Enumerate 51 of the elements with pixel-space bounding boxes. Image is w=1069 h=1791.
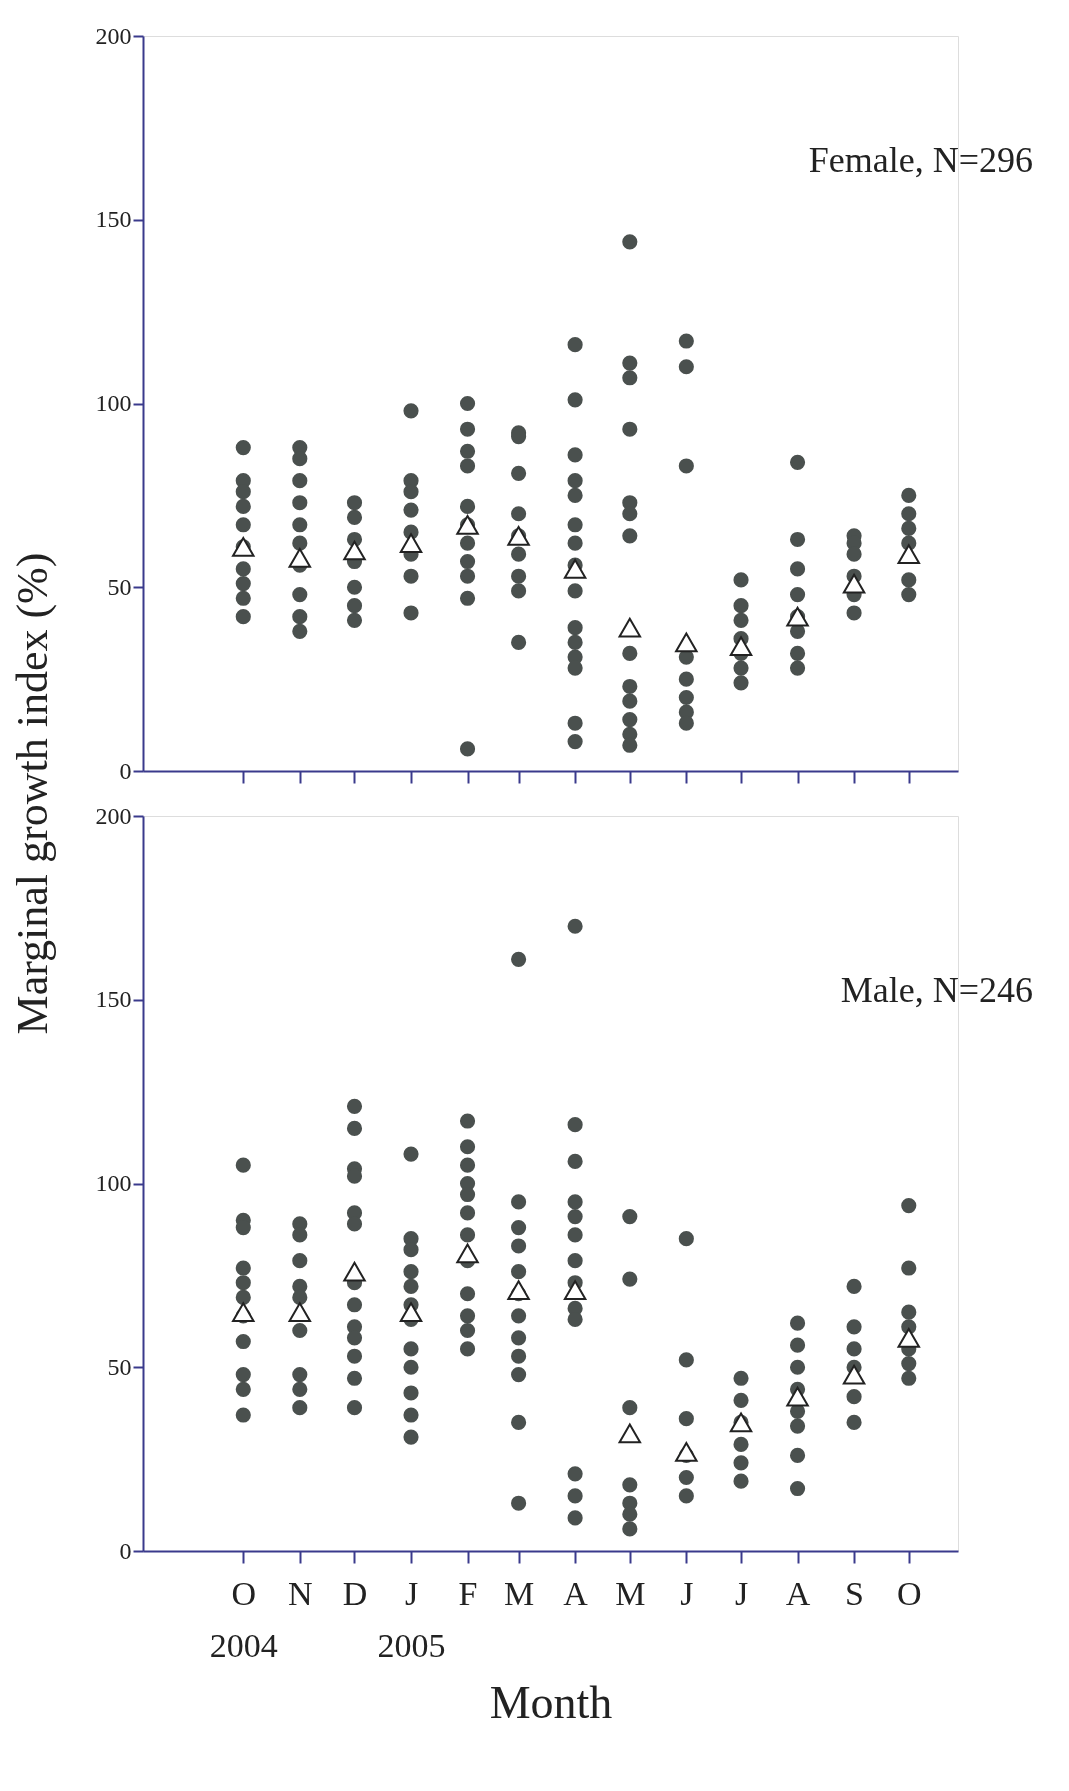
x-tick-label: O 2004 xyxy=(209,1574,278,1664)
point xyxy=(897,544,921,565)
point xyxy=(399,533,423,554)
point xyxy=(675,1441,698,1462)
x-tick-label: F xyxy=(458,1574,478,1612)
annotation: Female, N=296 xyxy=(808,140,1033,180)
point xyxy=(288,1302,312,1322)
x-tick-label: J xyxy=(680,1574,694,1612)
point xyxy=(563,559,587,579)
point xyxy=(729,636,753,656)
x-tick-label: J 2005 xyxy=(377,1574,446,1664)
y-tick-label: 200 xyxy=(95,22,132,49)
x-tick-label: J xyxy=(734,1574,749,1612)
point xyxy=(842,573,866,594)
y-tick-label: 100 xyxy=(95,1170,132,1196)
y-tick-label: 50 xyxy=(107,573,132,600)
x-tick-label: M xyxy=(503,1574,535,1612)
y-axis-title: Marginal growth index (%) xyxy=(7,552,57,1035)
x-tick-label: A xyxy=(563,1574,589,1612)
point xyxy=(343,1261,366,1282)
y-tick-label: 0 xyxy=(119,757,132,784)
point xyxy=(563,1280,587,1300)
y-tick-label: 200 xyxy=(95,802,132,829)
x-tick-label: M xyxy=(615,1574,646,1612)
point xyxy=(729,1412,753,1433)
x-tick-label: O xyxy=(896,1574,922,1612)
y-tick-label: 100 xyxy=(95,390,132,416)
point xyxy=(232,1302,255,1322)
point xyxy=(399,1302,423,1322)
y-tick-label: 50 xyxy=(107,1353,132,1380)
point xyxy=(232,536,255,557)
x-tick-label: D xyxy=(342,1574,368,1612)
point xyxy=(618,1423,642,1444)
y-tick-label: 0 xyxy=(119,1537,132,1564)
point xyxy=(507,1280,530,1300)
point xyxy=(507,525,530,546)
x-axis-title: Month xyxy=(489,1676,613,1728)
x-tick-label: S xyxy=(845,1574,865,1612)
x-tick-label: A xyxy=(785,1574,811,1612)
annotation: Male, N=246 xyxy=(840,970,1033,1010)
x-tick-label: N xyxy=(288,1574,313,1612)
point xyxy=(618,617,642,638)
y-tick-label: 150 xyxy=(95,206,132,233)
point xyxy=(786,1386,809,1407)
point xyxy=(675,632,698,653)
point xyxy=(842,1364,866,1385)
point xyxy=(897,1327,921,1348)
y-tick-label: 150 xyxy=(95,986,132,1013)
point xyxy=(288,547,312,568)
point xyxy=(456,1243,479,1264)
point xyxy=(343,540,366,561)
